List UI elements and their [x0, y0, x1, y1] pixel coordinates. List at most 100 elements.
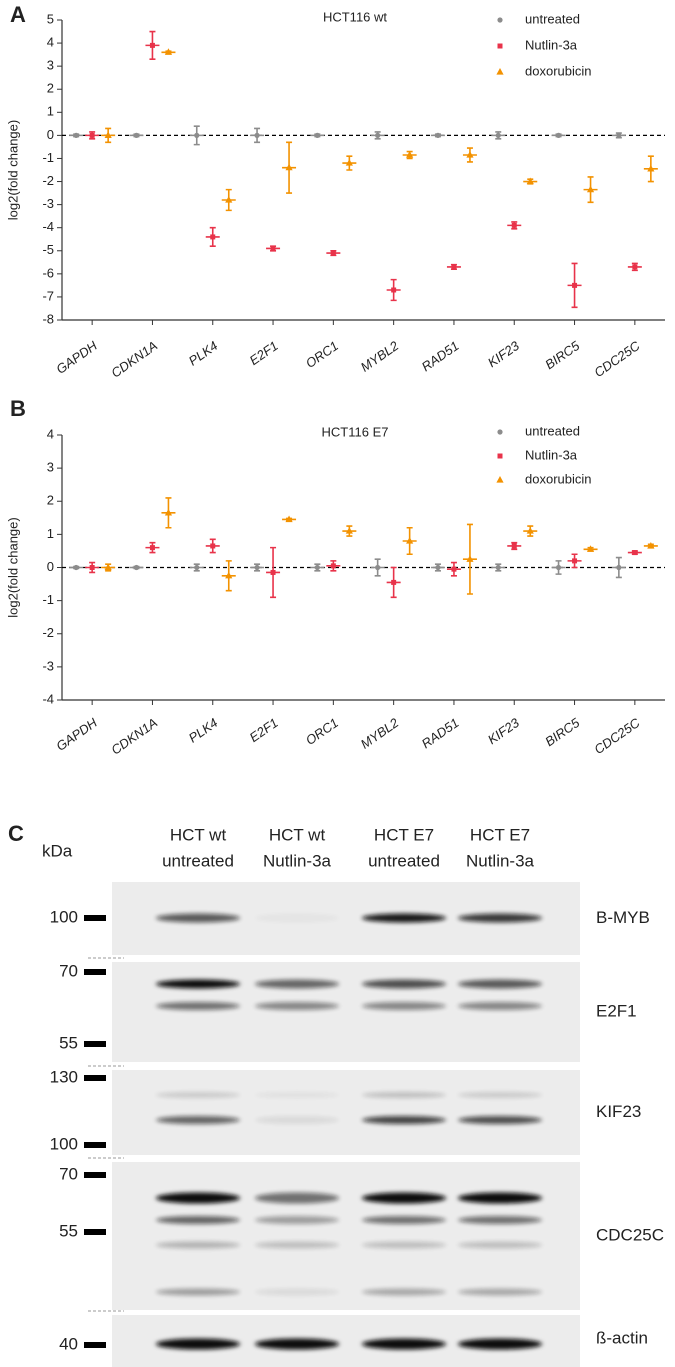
marker	[632, 550, 638, 556]
marker	[270, 245, 276, 251]
legend-entry: Nutlin-3a	[497, 37, 578, 52]
marker	[194, 132, 200, 138]
marker	[526, 527, 534, 534]
marker-label: 70	[59, 961, 78, 980]
protein-label: CDC25C	[596, 1225, 664, 1244]
marker-tick	[84, 1172, 106, 1178]
legend-entry: untreated	[497, 11, 580, 26]
lane-label: untreated	[368, 851, 440, 870]
marker	[330, 250, 336, 256]
y-tick-label: 4	[47, 426, 54, 441]
marker	[406, 151, 414, 158]
marker	[89, 132, 95, 138]
legend-marker	[497, 453, 503, 459]
protein-label: E2F1	[596, 1001, 637, 1020]
x-tick-label: ORC1	[303, 338, 341, 371]
band	[362, 1192, 446, 1204]
marker	[526, 177, 534, 185]
y-tick-label: 1	[47, 104, 54, 119]
protein-label: KIF23	[596, 1102, 641, 1121]
marker-tick	[84, 1342, 106, 1348]
legend-marker	[496, 68, 504, 75]
marker-tick	[84, 1229, 106, 1235]
band	[255, 1241, 339, 1249]
band	[458, 1002, 542, 1010]
band	[255, 979, 339, 989]
marker	[254, 132, 260, 138]
legend-entry: untreated	[497, 423, 580, 438]
legend-label: doxorubicin	[525, 471, 592, 486]
band	[362, 913, 446, 923]
band	[362, 1241, 446, 1249]
marker	[555, 564, 562, 571]
marker	[572, 282, 578, 288]
protein-label: ß-actin	[596, 1328, 648, 1347]
legend-label: Nutlin-3a	[525, 37, 578, 52]
band	[156, 1216, 240, 1224]
marker-tick	[84, 969, 106, 975]
marker	[314, 564, 320, 571]
y-tick-label: -5	[42, 242, 54, 257]
band	[362, 1216, 446, 1224]
marker-label: 40	[59, 1334, 78, 1353]
band	[362, 1338, 446, 1350]
marker	[435, 564, 441, 571]
band	[255, 1092, 339, 1098]
band	[255, 1216, 339, 1224]
x-tick-label: CDC25C	[591, 715, 643, 757]
marker	[270, 569, 276, 575]
y-tick-label: -3	[42, 658, 54, 673]
blot-membrane	[112, 1162, 580, 1310]
lane-label: HCT wt	[269, 825, 326, 844]
x-tick-label: MYBL2	[358, 338, 402, 375]
band	[255, 1002, 339, 1010]
marker	[345, 159, 353, 166]
y-tick-label: -4	[42, 219, 54, 234]
x-tick-label: CDKN1A	[108, 715, 160, 758]
y-tick-label: 5	[47, 11, 54, 26]
band	[362, 979, 446, 989]
band	[362, 1002, 446, 1010]
y-tick-label: -2	[42, 173, 54, 188]
chart-title: HCT116 wt	[323, 9, 387, 24]
y-tick-label: 2	[47, 493, 54, 508]
lane-label: HCT wt	[170, 825, 227, 844]
x-tick-label: GAPDH	[53, 715, 100, 754]
legend-entry: doxorubicin	[496, 63, 592, 78]
band	[156, 1002, 240, 1010]
band	[156, 979, 240, 989]
band	[458, 1241, 542, 1249]
band	[458, 1092, 542, 1098]
band	[362, 1116, 446, 1124]
y-tick-label: 0	[47, 559, 54, 574]
legend-entry: doxorubicin	[496, 471, 592, 486]
marker	[511, 222, 517, 228]
marker	[314, 132, 320, 138]
x-tick-label: E2F1	[247, 715, 281, 745]
marker	[225, 196, 233, 203]
marker	[285, 515, 293, 523]
marker	[330, 563, 336, 569]
band	[156, 1338, 240, 1350]
marker	[149, 545, 155, 551]
band	[458, 1288, 542, 1296]
marker	[391, 579, 397, 585]
chart-title: HCT116 E7	[322, 424, 389, 439]
band	[362, 1092, 446, 1098]
band	[362, 1288, 446, 1296]
marker	[466, 151, 474, 158]
x-tick-label: E2F1	[247, 338, 281, 368]
band	[255, 1192, 339, 1204]
legend-label: untreated	[525, 423, 580, 438]
marker	[451, 566, 457, 572]
legend-marker	[497, 17, 503, 23]
band	[458, 1338, 542, 1350]
x-tick-label: KIF23	[485, 715, 523, 748]
marker	[495, 132, 501, 138]
protein-label: B-MYB	[596, 908, 650, 927]
band	[458, 1192, 542, 1204]
blot-membrane	[112, 962, 580, 1062]
band	[156, 1116, 240, 1124]
x-tick-label: BIRC5	[542, 338, 583, 373]
